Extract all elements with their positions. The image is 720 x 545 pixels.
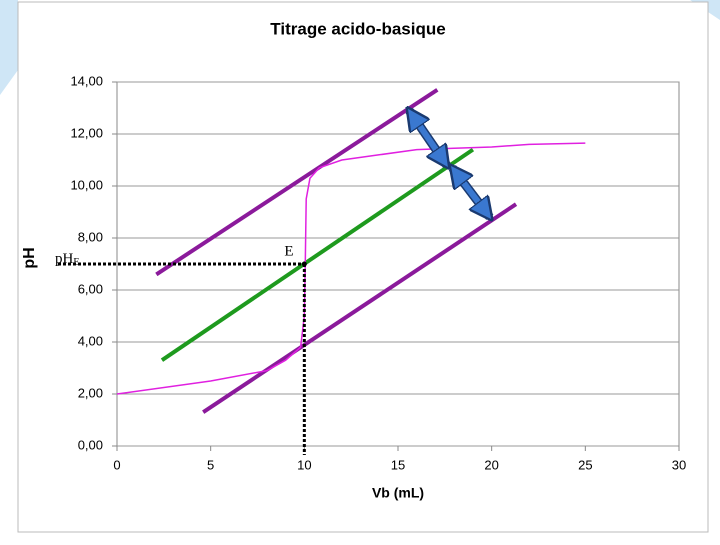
tangent-line	[155, 88, 439, 277]
tangent-line	[202, 202, 518, 414]
ph-label-text: pH	[55, 251, 74, 267]
arrow	[409, 111, 446, 166]
equivalence-point	[301, 261, 307, 267]
x-tick-label: 5	[207, 457, 214, 472]
y-tick-label: 10,00	[70, 177, 103, 192]
x-tick-label: 30	[672, 457, 686, 472]
x-axis-label: Vb (mL)	[372, 485, 424, 501]
chart-title: Titrage acido-basique	[270, 19, 445, 38]
y-axis-label: pH	[21, 247, 38, 268]
x-tick-label: 15	[391, 457, 405, 472]
x-tick-label: 10	[297, 457, 311, 472]
slide-decoration	[0, 0, 18, 95]
x-tick-label: 20	[484, 457, 498, 472]
ph-label: pHE	[55, 251, 79, 268]
ph-label-subscript: E	[73, 257, 79, 268]
y-tick-label: 6,00	[78, 281, 103, 296]
titration-curve	[116, 142, 586, 395]
y-tick-label: 0,00	[78, 437, 103, 452]
plot-area	[116, 81, 680, 447]
tangent-line	[160, 147, 475, 362]
y-tick-label: 8,00	[78, 229, 103, 244]
arrow	[452, 168, 489, 217]
y-tick-label: 14,00	[70, 73, 103, 88]
x-tick-label: 25	[578, 457, 592, 472]
point-label: E	[284, 243, 293, 259]
x-tick-label: 0	[113, 457, 120, 472]
y-tick-label: 12,00	[70, 125, 103, 140]
y-tick-label: 2,00	[78, 385, 103, 400]
y-tick-label: 4,00	[78, 333, 103, 348]
